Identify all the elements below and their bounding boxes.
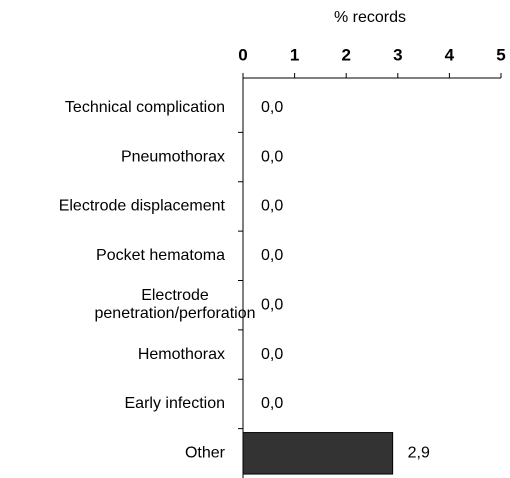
value-label: 2,9 — [408, 445, 430, 462]
y-tick-label: Hemothorax — [138, 346, 225, 363]
value-label: 0,0 — [261, 395, 283, 412]
axis-label: % records — [334, 9, 406, 26]
y-tick-label: Pocket hematoma — [96, 247, 225, 264]
x-tick-label: 0 — [238, 45, 247, 64]
value-label: 0,0 — [261, 296, 283, 313]
value-label: 0,0 — [261, 198, 283, 215]
value-label: 0,0 — [261, 148, 283, 165]
y-tick-label: Electrode displacement — [59, 198, 226, 215]
x-tick-label: 3 — [393, 45, 402, 64]
bar — [242, 432, 394, 475]
x-tick-label: 1 — [290, 45, 299, 64]
value-label: 0,0 — [261, 346, 283, 363]
y-tick-label: Technical complication — [65, 99, 225, 116]
y-tick-label: Electrode penetration/perforation — [95, 287, 256, 322]
value-label: 0,0 — [261, 247, 283, 264]
x-tick-label: 4 — [445, 45, 455, 64]
x-tick-label: 2 — [341, 45, 350, 64]
y-tick-label: Early infection — [125, 395, 226, 412]
y-tick-label: Other — [185, 445, 226, 462]
y-tick-label: Pneumothorax — [121, 148, 225, 165]
x-tick-label: 5 — [496, 45, 505, 64]
value-label: 0,0 — [261, 99, 283, 116]
